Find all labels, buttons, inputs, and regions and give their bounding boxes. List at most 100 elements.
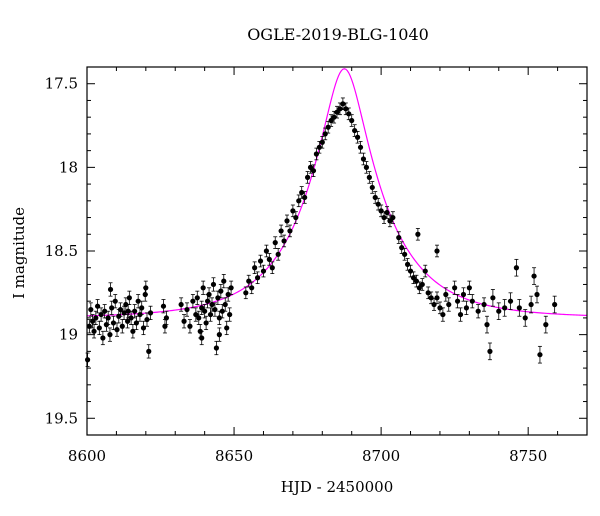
point-marker xyxy=(357,144,364,150)
point-marker xyxy=(225,291,231,298)
data-point xyxy=(178,297,184,312)
point-marker xyxy=(354,134,361,140)
point-marker xyxy=(130,328,136,334)
point-marker xyxy=(369,184,375,191)
point-marker xyxy=(119,323,125,329)
point-marker xyxy=(366,174,372,180)
data-point xyxy=(218,284,224,299)
point-marker xyxy=(200,285,206,291)
data-point xyxy=(93,310,99,326)
data-point xyxy=(313,147,320,161)
point-marker xyxy=(181,318,187,324)
point-marker xyxy=(307,164,314,170)
point-marker xyxy=(360,156,367,162)
point-marker xyxy=(160,303,167,309)
point-marker xyxy=(337,106,343,112)
data-point xyxy=(246,274,252,288)
data-point xyxy=(490,289,496,307)
point-marker xyxy=(443,291,449,298)
x-axis-label: HJD - 2450000 xyxy=(281,478,394,496)
data-point xyxy=(102,304,108,319)
y-tick-label: 18.5 xyxy=(45,242,78,260)
data-point xyxy=(210,277,217,292)
data-point xyxy=(310,164,317,177)
point-marker xyxy=(219,308,225,314)
x-tick-label: 8600 xyxy=(68,447,106,465)
data-point xyxy=(296,194,302,208)
data-point xyxy=(98,307,104,322)
data-point xyxy=(243,286,249,300)
point-marker xyxy=(96,325,102,331)
data-point xyxy=(328,114,334,127)
data-point xyxy=(86,319,92,334)
point-marker xyxy=(534,291,540,298)
point-marker xyxy=(349,117,355,124)
data-point xyxy=(502,299,508,317)
point-marker xyxy=(440,311,446,318)
point-marker xyxy=(293,214,299,221)
point-marker xyxy=(281,238,287,244)
point-marker xyxy=(210,281,217,288)
data-point xyxy=(440,307,446,322)
data-point xyxy=(369,181,375,194)
point-marker xyxy=(387,218,393,224)
data-point xyxy=(206,287,212,302)
data-point xyxy=(463,300,470,315)
point-marker xyxy=(206,291,212,298)
point-marker xyxy=(407,268,414,274)
data-point xyxy=(163,310,170,326)
point-marker xyxy=(110,320,117,326)
data-point xyxy=(144,312,150,327)
data-point xyxy=(132,304,138,319)
data-point xyxy=(88,302,94,317)
data-point xyxy=(222,297,228,312)
point-marker xyxy=(163,315,170,321)
data-point xyxy=(460,287,467,302)
point-marker xyxy=(390,214,396,221)
data-point xyxy=(534,285,540,304)
data-point xyxy=(457,307,464,322)
data-point xyxy=(109,300,115,315)
points-layer xyxy=(84,97,558,367)
y-tick-label: 18 xyxy=(59,158,78,176)
point-marker xyxy=(144,316,150,323)
data-point xyxy=(366,171,372,184)
point-marker xyxy=(419,281,425,288)
point-marker xyxy=(124,318,131,324)
data-point xyxy=(422,264,428,278)
data-point xyxy=(413,274,420,288)
point-marker xyxy=(228,285,234,291)
data-point xyxy=(543,315,549,334)
point-marker xyxy=(216,332,222,338)
point-marker xyxy=(284,218,290,224)
data-point xyxy=(260,264,267,278)
data-point xyxy=(552,295,558,314)
data-point xyxy=(331,110,337,124)
point-marker xyxy=(260,268,267,274)
point-marker xyxy=(199,335,205,341)
tick-layer: 8600 8650 8700 8750 17.5 18 18.5 19 19.5 xyxy=(45,67,587,465)
point-marker xyxy=(254,275,261,281)
point-marker xyxy=(246,278,252,284)
point-marker xyxy=(543,322,549,328)
point-marker xyxy=(452,285,458,291)
data-point xyxy=(193,307,199,322)
point-marker xyxy=(212,306,218,313)
point-marker xyxy=(107,286,114,293)
data-point xyxy=(349,114,355,127)
data-point xyxy=(340,97,346,111)
point-marker xyxy=(422,268,428,274)
point-marker xyxy=(114,327,120,333)
point-marker xyxy=(325,124,331,130)
data-point xyxy=(119,319,125,334)
data-point xyxy=(354,130,361,144)
data-point xyxy=(337,102,343,116)
point-marker xyxy=(428,295,434,301)
point-marker xyxy=(100,335,106,341)
data-point xyxy=(263,244,270,258)
data-point xyxy=(105,310,111,326)
point-marker xyxy=(125,308,131,314)
point-marker xyxy=(88,306,94,313)
data-point xyxy=(446,297,452,312)
data-point xyxy=(126,290,132,305)
